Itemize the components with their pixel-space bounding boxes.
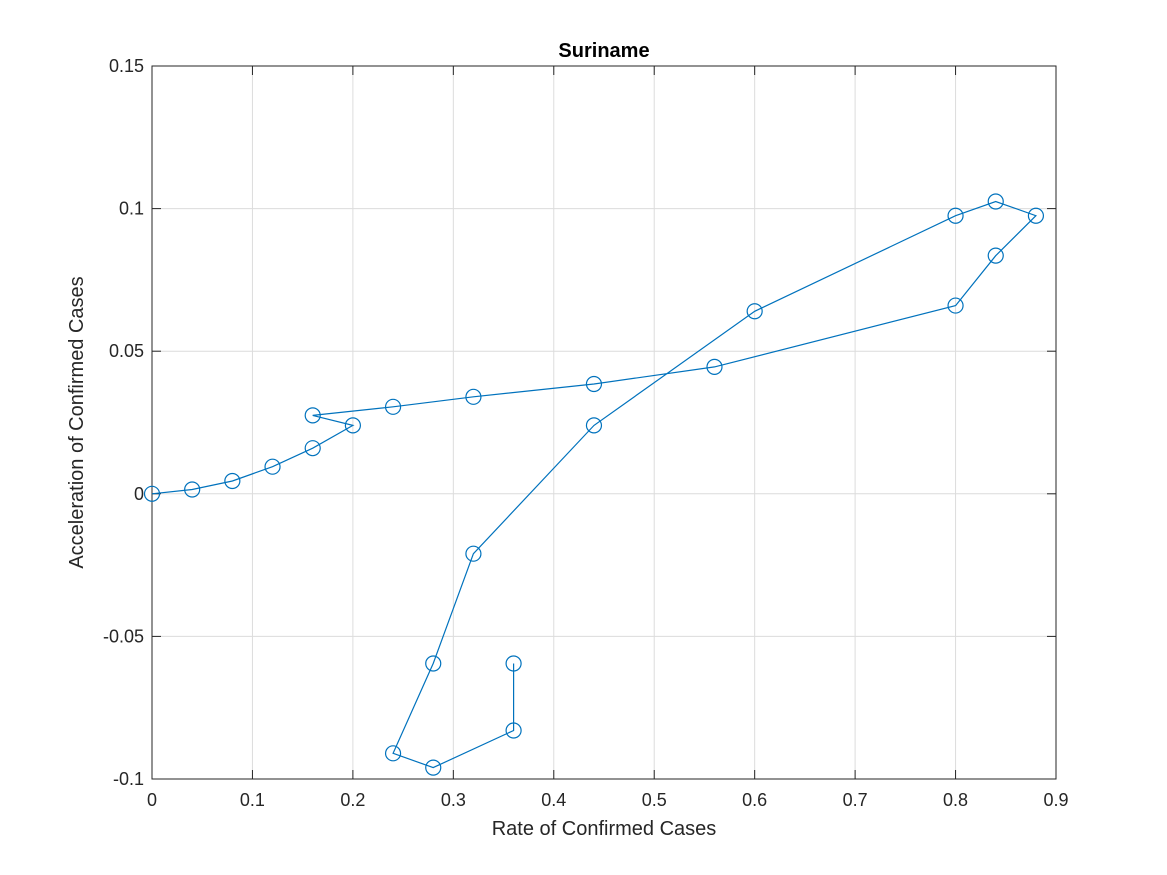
data-point-marker [465, 545, 482, 562]
x-tick-label: 0.3 [441, 790, 466, 810]
y-tick-label: 0.1 [119, 199, 144, 219]
y-tick-label: -0.05 [103, 626, 144, 646]
x-tick-label: 0.2 [340, 790, 365, 810]
data-point-marker [706, 358, 723, 375]
data-point-marker [1027, 207, 1045, 224]
data-point-marker [304, 407, 321, 424]
y-axis-label: Acceleration of Confirmed Cases [66, 276, 88, 568]
series-marker-layer [143, 193, 1045, 776]
data-point-marker [304, 440, 321, 457]
data-point-marker [947, 207, 964, 224]
data-point-marker [264, 458, 281, 475]
y-tick-label: 0.15 [109, 56, 144, 76]
y-tick-label: -0.1 [113, 769, 144, 789]
y-tick-label: 0 [134, 484, 144, 504]
x-tick-label: 0.6 [742, 790, 767, 810]
data-point-marker [184, 481, 201, 498]
x-tick-label: 0.4 [541, 790, 566, 810]
axis-ticks: 0 0.1 0.2 0.3 0.4 0.5 0.6 0.7 0.8 0.9 -0.1 -0.05 0 0.… [103, 56, 1069, 810]
y-tick-label: 0.05 [109, 341, 144, 361]
data-point-marker [746, 303, 763, 320]
data-point-marker [585, 417, 603, 434]
x-tick-label: 0.8 [943, 790, 968, 810]
data-point-marker [425, 759, 442, 776]
data-point-marker [425, 655, 442, 672]
chart-title: Suriname [558, 40, 649, 62]
data-point-marker [143, 485, 161, 502]
data-point-marker [987, 247, 1004, 264]
plot-frame [151, 65, 1057, 780]
data-point-marker [465, 388, 482, 405]
data-point-marker [585, 375, 603, 393]
x-tick-label: 0 [147, 790, 157, 810]
x-tick-label: 0.5 [642, 790, 667, 810]
data-point-marker [344, 417, 361, 434]
data-point-marker [505, 655, 522, 672]
data-point-marker [384, 745, 402, 762]
x-axis-label: Rate of Confirmed Cases [492, 818, 717, 840]
data-point-marker [224, 472, 241, 490]
data-point-marker [384, 398, 402, 415]
x-tick-label: 0.7 [843, 790, 868, 810]
data-point-marker [947, 297, 964, 314]
data-point-marker [987, 193, 1004, 210]
x-tick-label: 0.9 [1043, 790, 1068, 810]
x-tick-label: 0.1 [240, 790, 265, 810]
data-point-marker [505, 722, 522, 739]
plot-area [152, 66, 1056, 779]
